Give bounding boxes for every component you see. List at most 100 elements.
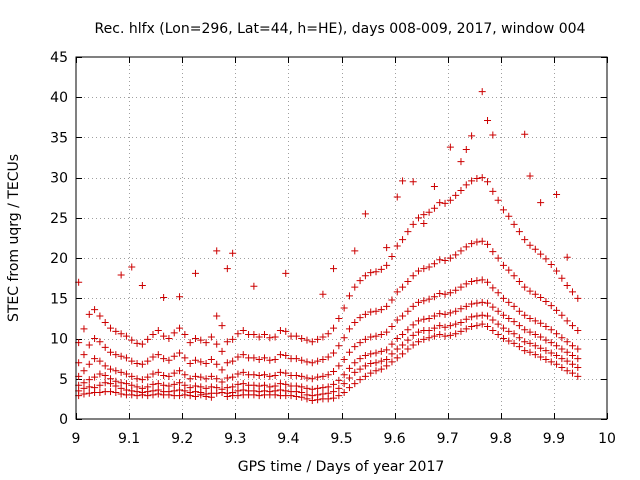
- data-point-low: [303, 391, 311, 399]
- data-point-low-mid: [202, 384, 210, 392]
- data-point-upper-mid: [154, 351, 162, 359]
- data-point-upper-mid: [393, 288, 401, 296]
- data-point-mid: [266, 372, 274, 380]
- axis-ticks: 9 9.1 9.2 9.3 9.4 9.5 9.6 9.7 9.8 9.9 10 0 5 10 15 20 25…: [50, 50, 616, 447]
- data-point-low-mid: [351, 359, 359, 367]
- data-point-mid: [558, 334, 566, 342]
- data-point-mid: [207, 372, 215, 380]
- data-point-outliers: [191, 269, 199, 277]
- data-point-high: [144, 335, 152, 343]
- data-point-upper-mid: [404, 277, 412, 285]
- data-point-low-mid: [292, 382, 300, 390]
- data-point-high: [558, 274, 566, 282]
- data-point-upper-mid: [399, 283, 407, 291]
- data-point-upper-mid: [409, 272, 417, 280]
- data-point-mid: [282, 369, 290, 377]
- data-point-bottom: [537, 353, 545, 361]
- data-point-low-mid: [430, 312, 438, 320]
- data-point-high: [484, 178, 492, 186]
- data-point-high: [553, 267, 561, 275]
- data-point-upper-mid: [202, 359, 210, 367]
- y-tick-label: 25: [50, 211, 68, 227]
- data-point-mid: [515, 307, 523, 315]
- data-point-low: [170, 387, 178, 395]
- data-point-high: [154, 327, 162, 335]
- data-point-low: [361, 362, 369, 370]
- data-point-low-mid: [128, 381, 136, 389]
- data-point-mid: [250, 371, 258, 379]
- data-point-low-mid: [515, 322, 523, 330]
- data-point-mid: [101, 362, 109, 370]
- data-point-bottom: [505, 337, 513, 345]
- data-point-high: [181, 331, 189, 339]
- data-point-outliers: [489, 131, 497, 139]
- data-point-low: [478, 311, 486, 319]
- data-point-mid: [271, 372, 279, 380]
- data-point-low: [282, 387, 290, 395]
- data-point-upper-mid: [133, 359, 141, 367]
- data-point-low-mid: [372, 349, 380, 357]
- data-point-high: [351, 283, 359, 291]
- data-point-upper-mid: [484, 240, 492, 248]
- data-point-upper-mid: [85, 341, 93, 349]
- data-point-low-mid: [361, 351, 369, 359]
- data-point-bottom: [574, 372, 582, 380]
- data-point-high: [356, 277, 364, 285]
- data-point-bottom: [494, 331, 502, 339]
- data-point-outliers: [128, 263, 136, 271]
- data-point-low: [149, 387, 157, 395]
- data-point-bottom: [563, 367, 571, 375]
- data-point-low-mid: [462, 302, 470, 310]
- data-point-upper-mid: [351, 318, 359, 326]
- data-point-mid: [367, 333, 375, 341]
- data-point-mid: [473, 277, 481, 285]
- data-point-high: [85, 310, 93, 318]
- data-point-outliers: [526, 172, 534, 180]
- data-point-high: [122, 332, 130, 340]
- data-point-upper-mid: [144, 357, 152, 365]
- data-point-mid: [563, 338, 571, 346]
- data-point-upper-mid: [250, 354, 258, 362]
- data-point-low-mid: [122, 380, 130, 388]
- data-point-upper-mid: [298, 356, 306, 364]
- data-point-mid: [117, 368, 125, 376]
- data-point-low-mid: [250, 381, 258, 389]
- data-point-upper-mid: [181, 354, 189, 362]
- data-point-upper-mid: [282, 351, 290, 359]
- data-point-low-mid: [436, 310, 444, 318]
- data-point-low-mid: [314, 384, 322, 392]
- data-point-upper-mid: [436, 256, 444, 264]
- data-point-low: [239, 386, 247, 394]
- data-point-outliers: [282, 269, 290, 277]
- data-point-upper-mid: [186, 359, 194, 367]
- data-point-outliers: [430, 183, 438, 191]
- data-point-high: [462, 181, 470, 189]
- data-point-mid: [351, 343, 359, 351]
- data-point-low: [510, 330, 518, 338]
- data-point-low: [308, 392, 316, 400]
- data-point-mid: [542, 322, 550, 330]
- data-point-upper-mid: [223, 359, 231, 367]
- data-point-high: [510, 220, 518, 228]
- data-point-upper-mid: [234, 353, 242, 361]
- data-point-low-mid: [510, 318, 518, 326]
- data-point-mid: [553, 330, 561, 338]
- data-point-mid: [85, 360, 93, 368]
- data-point-mid: [160, 372, 168, 380]
- data-point-low-mid: [574, 355, 582, 363]
- x-tick-label: 9.6: [383, 431, 405, 447]
- data-point-mid: [255, 372, 263, 380]
- data-point-upper-mid: [558, 311, 566, 319]
- data-point-low: [154, 386, 162, 394]
- data-point-high: [345, 292, 353, 300]
- data-point-high: [96, 312, 104, 320]
- data-point-bottom: [404, 345, 412, 353]
- data-point-low-mid: [558, 345, 566, 353]
- data-point-high: [149, 331, 157, 339]
- data-point-low-mid: [85, 376, 93, 384]
- data-point-upper-mid: [128, 357, 136, 365]
- data-point-low: [558, 355, 566, 363]
- data-point-mid: [138, 376, 146, 384]
- data-point-high: [266, 334, 274, 342]
- data-point-upper-mid: [324, 353, 332, 361]
